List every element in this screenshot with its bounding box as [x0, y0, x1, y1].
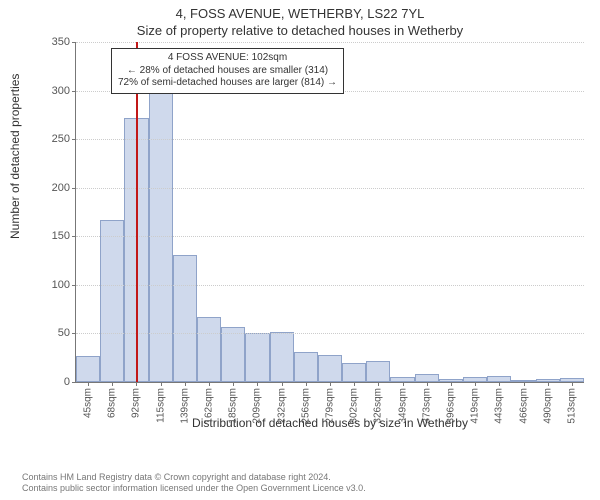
xtick-label: 396sqm — [445, 388, 456, 424]
histogram-bar — [173, 255, 197, 382]
xtick-label: 373sqm — [421, 388, 432, 424]
xtick-mark — [112, 382, 113, 386]
ytick-mark — [72, 285, 76, 286]
annotation-line2: ← 28% of detached houses are smaller (31… — [118, 65, 337, 78]
footer-line2: Contains public sector information licen… — [22, 483, 366, 494]
xtick-label: 139sqm — [179, 388, 190, 424]
chart-container: 4, FOSS AVENUE, WETHERBY, LS22 7YL Size … — [0, 0, 600, 500]
xtick-label: 185sqm — [228, 388, 239, 424]
xtick-label: 419sqm — [470, 388, 481, 424]
xtick-mark — [282, 382, 283, 386]
xtick-label: 443sqm — [494, 388, 505, 424]
xtick-mark — [185, 382, 186, 386]
ytick-mark — [72, 42, 76, 43]
ytick-mark — [72, 91, 76, 92]
xtick-mark — [257, 382, 258, 386]
ytick-label: 0 — [64, 376, 70, 388]
xtick-mark — [403, 382, 404, 386]
xtick-mark — [451, 382, 452, 386]
gridline — [76, 139, 584, 140]
xtick-mark — [330, 382, 331, 386]
xtick-label: 209sqm — [252, 388, 263, 424]
ytick-label: 200 — [52, 182, 70, 194]
xtick-mark — [499, 382, 500, 386]
ytick-label: 50 — [58, 327, 70, 339]
annotation-line3: 72% of semi-detached houses are larger (… — [118, 77, 337, 90]
xtick-label: 490sqm — [542, 388, 553, 424]
xtick-label: 513sqm — [566, 388, 577, 424]
xtick-label: 256sqm — [300, 388, 311, 424]
xtick-label: 326sqm — [373, 388, 384, 424]
ytick-mark — [72, 139, 76, 140]
gridline — [76, 285, 584, 286]
xtick-mark — [548, 382, 549, 386]
xtick-mark — [161, 382, 162, 386]
xtick-label: 466sqm — [518, 388, 529, 424]
gridline — [76, 333, 584, 334]
xtick-mark — [209, 382, 210, 386]
xtick-label: 279sqm — [325, 388, 336, 424]
histogram-bar — [294, 352, 318, 382]
footer-line1: Contains HM Land Registry data © Crown c… — [22, 472, 366, 483]
chart-subtitle: Size of property relative to detached ho… — [0, 21, 600, 38]
gridline — [76, 236, 584, 237]
footer-attribution: Contains HM Land Registry data © Crown c… — [22, 472, 366, 495]
address-title: 4, FOSS AVENUE, WETHERBY, LS22 7YL — [0, 0, 600, 21]
histogram-bar — [342, 363, 366, 382]
xtick-mark — [572, 382, 573, 386]
histogram-bar — [245, 333, 269, 382]
chart-wrap: Number of detached properties 4 FOSS AVE… — [45, 42, 585, 422]
gridline — [76, 188, 584, 189]
xtick-label: 68sqm — [107, 388, 118, 418]
histogram-bar — [149, 81, 173, 382]
plot-area: 4 FOSS AVENUE: 102sqm ← 28% of detached … — [75, 42, 584, 383]
xtick-label: 232sqm — [276, 388, 287, 424]
ytick-mark — [72, 236, 76, 237]
histogram-bar — [197, 317, 221, 382]
xtick-label: 302sqm — [349, 388, 360, 424]
xtick-mark — [88, 382, 89, 386]
xtick-label: 349sqm — [397, 388, 408, 424]
histogram-bar — [270, 332, 294, 383]
xtick-label: 115sqm — [155, 388, 166, 423]
ytick-mark — [72, 333, 76, 334]
ytick-label: 100 — [52, 279, 70, 291]
xtick-mark — [378, 382, 379, 386]
histogram-bar — [318, 355, 342, 382]
xtick-mark — [136, 382, 137, 386]
histogram-bar — [415, 374, 439, 382]
xtick-mark — [306, 382, 307, 386]
ytick-label: 300 — [52, 85, 70, 97]
xtick-mark — [475, 382, 476, 386]
ytick-mark — [72, 188, 76, 189]
histogram-bar — [76, 356, 100, 382]
histogram-bar — [366, 361, 390, 382]
ytick-mark — [72, 382, 76, 383]
xtick-mark — [233, 382, 234, 386]
histogram-bar — [100, 220, 124, 382]
xtick-mark — [427, 382, 428, 386]
ytick-label: 350 — [52, 36, 70, 48]
xtick-label: 45sqm — [83, 388, 94, 418]
annotation-box: 4 FOSS AVENUE: 102sqm ← 28% of detached … — [111, 48, 344, 94]
ytick-label: 150 — [52, 230, 70, 242]
histogram-bar — [221, 327, 245, 382]
gridline — [76, 42, 584, 43]
xtick-label: 162sqm — [204, 388, 215, 424]
annotation-line1: 4 FOSS AVENUE: 102sqm — [118, 52, 337, 65]
xtick-mark — [354, 382, 355, 386]
xtick-label: 92sqm — [131, 388, 142, 418]
ytick-label: 250 — [52, 133, 70, 145]
xtick-mark — [524, 382, 525, 386]
y-axis-label: Number of detached properties — [8, 74, 22, 239]
